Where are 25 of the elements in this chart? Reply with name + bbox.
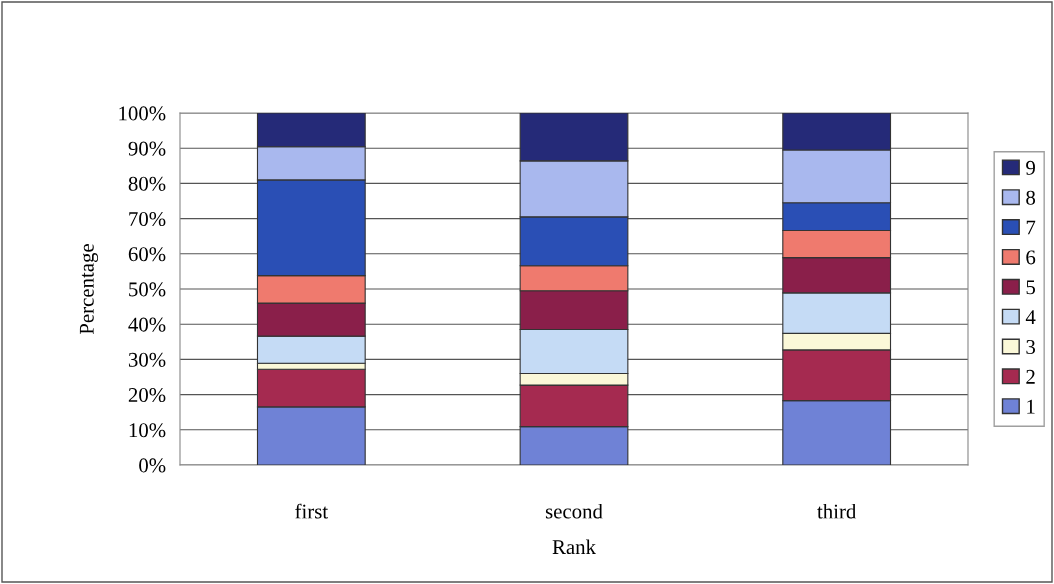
legend-label: 1 [1027, 399, 1035, 414]
y-tick-label: 10% [129, 423, 166, 438]
legend-label: 4 [1025, 310, 1036, 324]
y-tick-label: 60% [128, 247, 166, 262]
legend-label: 5 [1026, 280, 1036, 295]
y-tick-label: 0% [139, 458, 166, 473]
y-tick-label: 80% [128, 176, 166, 191]
x-tick-label: third [817, 503, 857, 519]
y-tick-label: 70% [129, 211, 166, 227]
y-tick-label: 40% [128, 317, 166, 332]
x-axis-title: Rank [552, 539, 596, 555]
y-tick-label: 90% [128, 141, 166, 156]
x-tick-label: first [295, 503, 328, 519]
legend-label: 3 [1026, 339, 1036, 354]
legend-label: 8 [1026, 190, 1036, 205]
legend-label: 7 [1026, 220, 1036, 235]
y-tick-label: 30% [128, 352, 166, 367]
legend-label: 6 [1026, 250, 1036, 265]
y-tick-label: 50% [129, 282, 166, 297]
x-tick-label: second [545, 503, 603, 519]
legend-label: 2 [1026, 369, 1035, 384]
y-tick-label: 20% [128, 387, 166, 403]
y-tick-label: 100% [119, 106, 166, 121]
y-axis-title: Percentage [79, 244, 99, 335]
legend-label: 9 [1026, 160, 1035, 175]
